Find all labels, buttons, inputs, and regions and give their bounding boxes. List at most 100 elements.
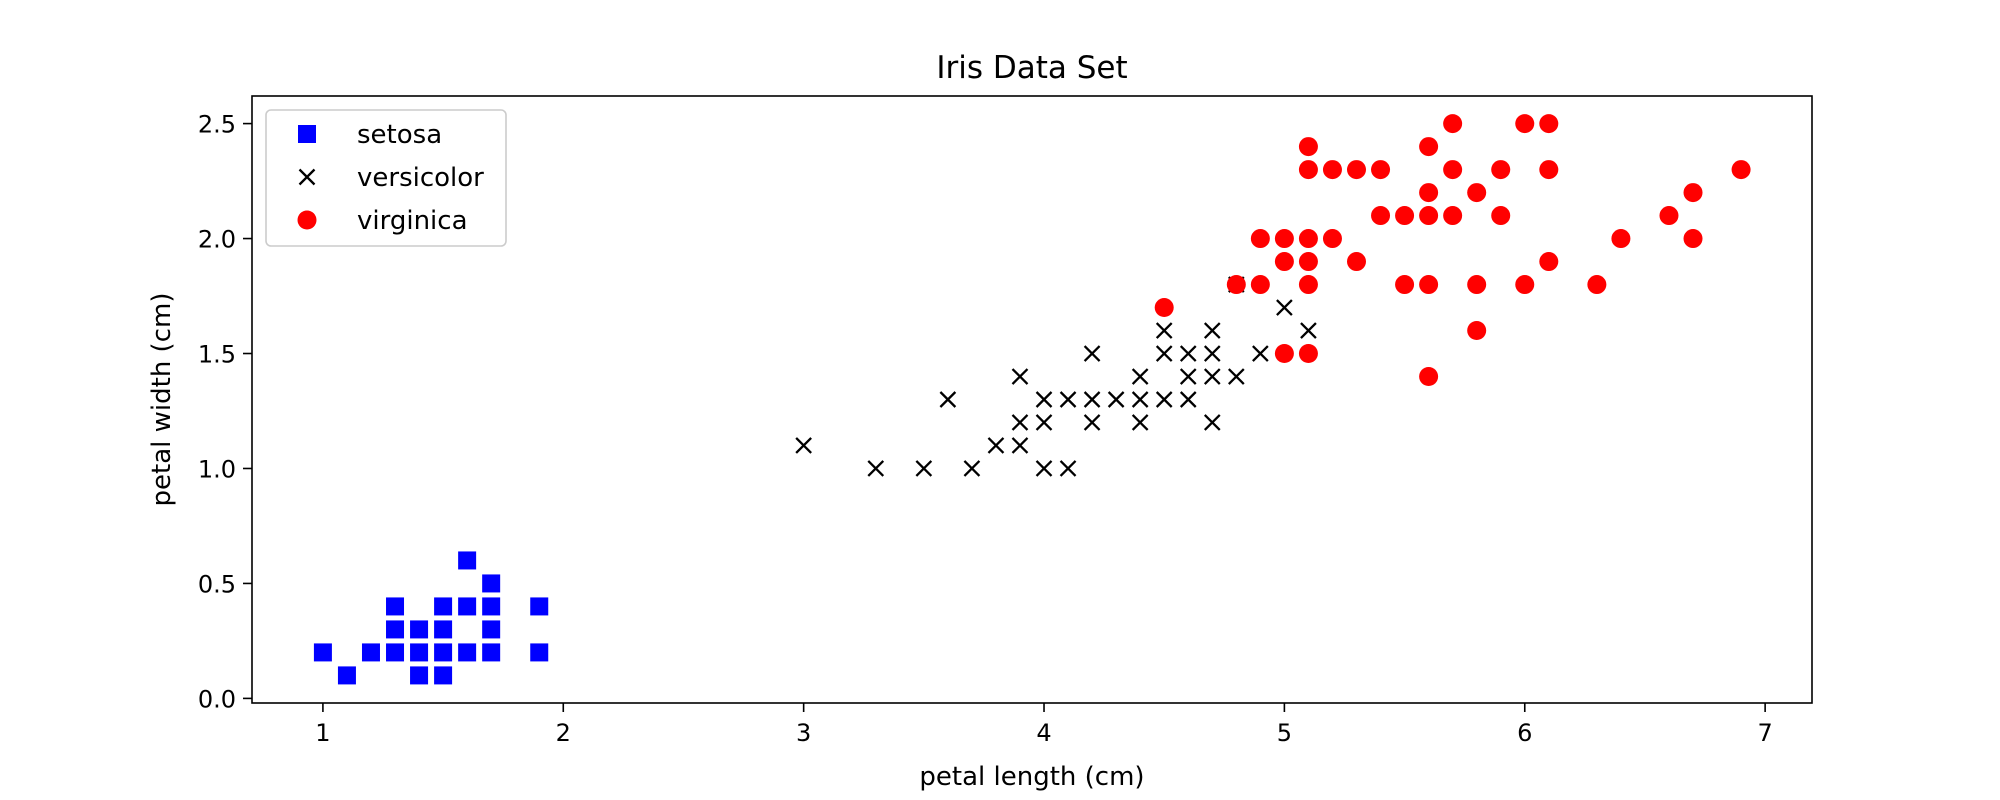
versicolor-point [867,460,885,477]
virginica-point [1443,114,1463,134]
versicolor-point [1011,437,1029,454]
versicolor-point [915,460,933,477]
virginica-point [1226,275,1246,295]
virginica-point [1515,114,1535,134]
setosa-point [313,643,332,662]
setosa-point [482,574,501,593]
setosa-point [434,666,453,685]
axis-ticks: 1 2 3 4 5 6 7 0.0 0.5 1.0 1.5 2.0 2.5 [198,111,1773,747]
versicolor-point [1155,391,1173,408]
virginica-point [1491,160,1511,180]
virginica-point [1491,206,1511,226]
virginica-point [1250,275,1270,295]
x-tick-label: 4 [1036,719,1051,747]
setosa-point [530,597,549,616]
setosa-point [410,620,429,639]
versicolor-point [1227,368,1245,385]
versicolor-point [1203,414,1221,431]
setosa-point [482,620,501,639]
legend-label-versicolor: versicolor [357,163,484,193]
virginica-point [1443,160,1463,180]
setosa-point [410,643,429,662]
y-axis-label: petal width (cm) [147,293,177,507]
versicolor-point [1203,322,1221,339]
setosa-point [482,597,501,616]
virginica-point [1659,206,1679,226]
chart-title: Iris Data Set [936,50,1127,86]
versicolor-point [1131,391,1149,408]
virginica-point [1419,206,1439,226]
virginica-point [1298,344,1318,364]
versicolor-point [1035,414,1053,431]
setosa-point [530,643,549,662]
versicolor-point [1155,345,1173,362]
virginica-point [1298,160,1318,180]
setosa-point [434,597,453,616]
x-tick-label: 5 [1277,719,1292,747]
virginica-point [1587,275,1607,295]
legend-label-setosa: setosa [357,120,442,150]
virginica-point [1611,229,1631,249]
virginica-point [1274,252,1294,272]
legend-box [265,109,507,247]
x-tick-label: 1 [315,719,330,747]
virginica-point [1346,160,1366,180]
virginica-point [1298,229,1318,249]
versicolor-point [1300,322,1317,339]
versicolor-point [1179,368,1197,385]
versicolor-point [1083,345,1101,362]
y-tick-label: 1.0 [198,455,236,483]
versicolor-point [939,391,957,408]
setosa-point [410,666,429,685]
versicolor-point [1035,391,1053,408]
virginica-point [1274,344,1294,364]
virginica-point [1371,160,1391,180]
legend-marker-setosa [298,125,316,143]
virginica-point [1274,229,1294,249]
virginica-point [1322,160,1342,180]
versicolor-point [795,437,812,454]
series-versicolor [795,276,1317,477]
virginica-point [1154,298,1174,318]
data-points [313,114,1751,685]
versicolor-point [1107,391,1125,408]
virginica-point [1419,367,1439,387]
virginica-point [1419,275,1439,295]
setosa-point [386,597,405,616]
virginica-point [1250,229,1270,249]
y-tick-label: 1.5 [198,341,236,369]
versicolor-point [1276,299,1293,316]
x-axis-label: petal length (cm) [919,762,1144,792]
virginica-point [1395,275,1415,295]
virginica-point [1298,252,1318,272]
virginica-point [1515,275,1535,295]
setosa-point [361,643,380,662]
setosa-point [458,643,477,662]
y-tick-label: 2.5 [198,111,236,139]
setosa-point [482,643,501,662]
virginica-point [1467,183,1487,203]
versicolor-point [1059,391,1077,408]
versicolor-point [1131,368,1149,385]
virginica-point [1419,183,1439,203]
virginica-point [1395,206,1415,226]
legend-marker-versicolor [298,168,316,186]
legend-marker-virginica [297,210,317,230]
x-tick-label: 7 [1757,719,1772,747]
y-tick-label: 0.5 [198,570,236,598]
setosa-point [434,643,453,662]
virginica-point [1731,160,1751,180]
versicolor-point [1155,322,1173,339]
versicolor-point [1179,391,1197,408]
virginica-point [1371,206,1391,226]
x-tick-label: 6 [1517,719,1532,747]
virginica-point [1467,321,1487,341]
versicolor-point [1203,368,1221,385]
virginica-point [1298,275,1318,295]
versicolor-point [1131,414,1149,431]
virginica-point [1683,183,1703,203]
x-tick-label: 2 [556,719,571,747]
versicolor-point [1059,460,1077,477]
virginica-point [1346,252,1366,272]
